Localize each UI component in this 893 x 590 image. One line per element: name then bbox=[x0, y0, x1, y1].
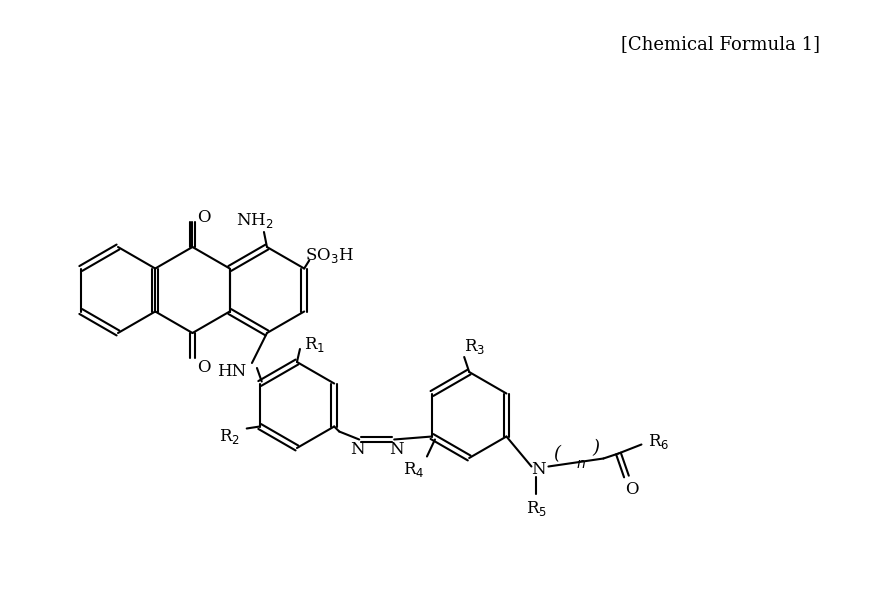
Text: O: O bbox=[197, 359, 211, 376]
Text: $n$: $n$ bbox=[576, 457, 586, 470]
Text: SO$_3$H: SO$_3$H bbox=[305, 246, 354, 265]
Text: N: N bbox=[350, 441, 364, 458]
Text: N: N bbox=[531, 461, 546, 478]
Text: R$_2$: R$_2$ bbox=[220, 427, 240, 446]
Text: R$_3$: R$_3$ bbox=[463, 337, 485, 356]
Text: ): ) bbox=[592, 440, 599, 457]
Text: N: N bbox=[388, 441, 404, 458]
Text: O: O bbox=[197, 208, 211, 225]
Text: O: O bbox=[625, 481, 638, 498]
Text: [Chemical Formula 1]: [Chemical Formula 1] bbox=[621, 35, 820, 53]
Text: R$_6$: R$_6$ bbox=[647, 432, 669, 451]
Text: R$_5$: R$_5$ bbox=[526, 499, 547, 518]
Text: R$_4$: R$_4$ bbox=[404, 460, 425, 479]
Text: R$_1$: R$_1$ bbox=[305, 335, 325, 353]
Text: NH$_2$: NH$_2$ bbox=[237, 211, 273, 231]
Text: HN: HN bbox=[217, 362, 246, 379]
Text: (: ( bbox=[553, 445, 560, 464]
